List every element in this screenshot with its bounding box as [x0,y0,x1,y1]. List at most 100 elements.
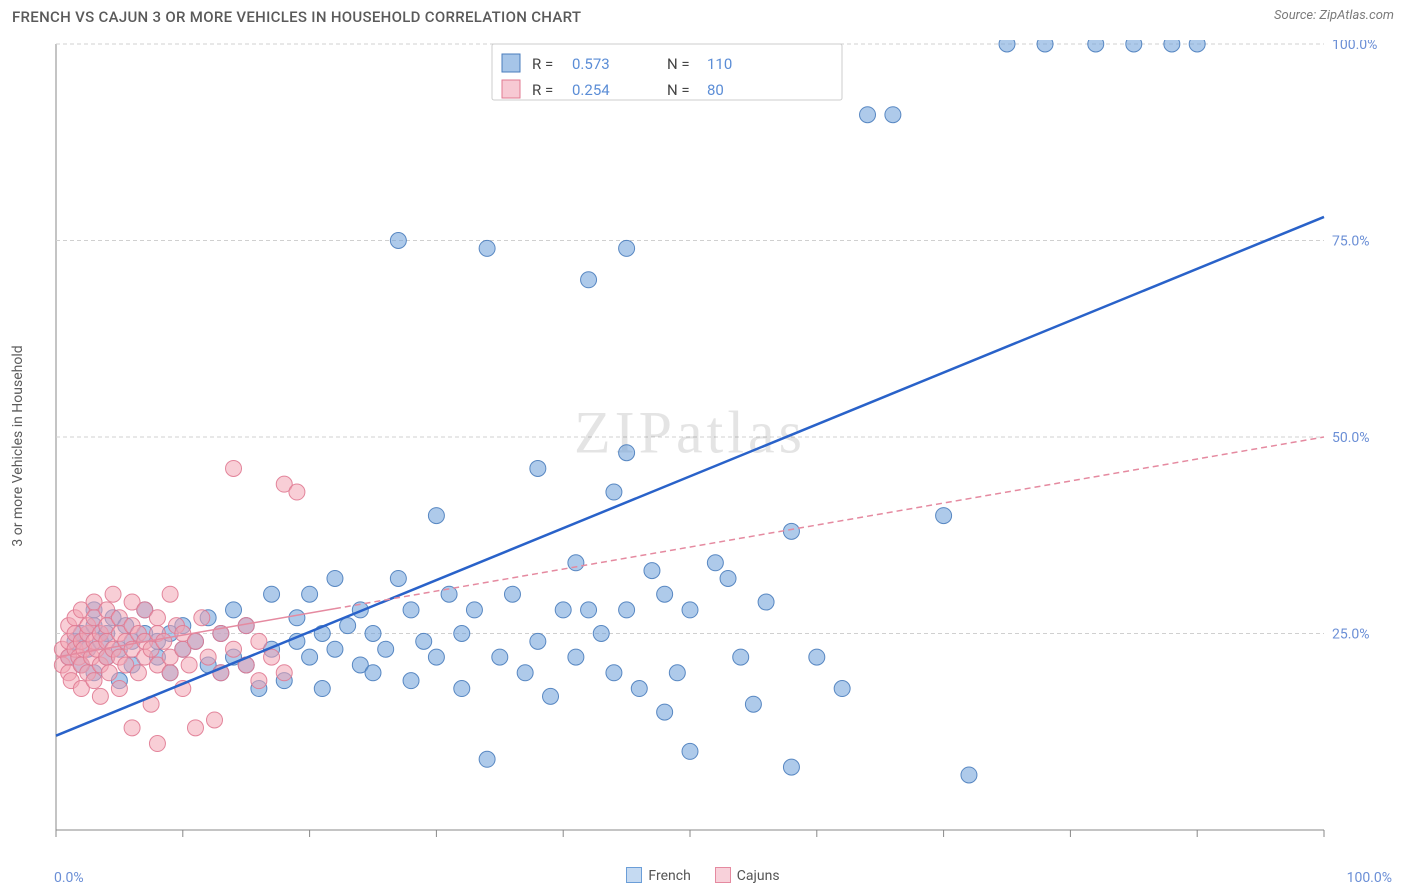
data-point [327,641,343,657]
legend-n-value: 80 [707,81,724,99]
watermark: ZIPatlas [574,400,806,466]
data-point [194,610,210,626]
data-point [390,233,406,249]
data-point [619,240,635,256]
data-point [365,665,381,681]
data-point [593,626,609,642]
data-point [530,633,546,649]
y-tick-label: 100.0% [1332,40,1377,53]
data-point [454,626,470,642]
legend-label: Cajuns [737,868,780,884]
data-point [517,665,533,681]
data-point [378,641,394,657]
legend-swatch [715,867,731,883]
data-point [149,736,165,752]
data-point [149,610,165,626]
data-point [783,759,799,775]
chart-container: 25.0% 50.0% 75.0% 100.0% ZIPatlas R = 0.573 N =… [52,40,1394,852]
data-point [403,602,419,618]
y-tick-label: 75.0% [1332,234,1370,250]
legend-swatch [502,54,520,72]
data-point [327,570,343,586]
data-point [207,712,223,728]
data-point [1189,40,1205,52]
data-point [340,618,356,634]
bottom-legend: French Cajuns [0,867,1406,884]
data-point [733,649,749,665]
data-point [92,688,108,704]
data-point [162,586,178,602]
trend-line-dashed [335,437,1324,609]
data-point [619,602,635,618]
data-point [403,673,419,689]
data-point [302,649,318,665]
legend-swatch [626,867,642,883]
data-point [390,570,406,586]
data-point [720,570,736,586]
data-point [657,704,673,720]
data-point [226,460,242,476]
data-point [1164,40,1180,52]
data-point [105,586,121,602]
data-point [289,484,305,500]
data-point [745,696,761,712]
legend-item: Cajuns [715,867,780,884]
legend-r-label: R = [532,55,553,73]
data-point [834,681,850,697]
data-point [644,563,660,579]
data-point [479,751,495,767]
data-point [669,665,685,681]
data-point [1126,40,1142,52]
data-point [707,555,723,571]
data-point [606,665,622,681]
data-point [264,649,280,665]
legend-n-value: 110 [707,55,732,73]
data-point [416,633,432,649]
y-tick-label: 50.0% [1332,430,1370,446]
legend-r-label: R = [532,81,553,99]
source-attribution: Source: ZipAtlas.com [1274,8,1394,23]
data-point [187,720,203,736]
data-point [555,602,571,618]
data-point [936,508,952,524]
data-point [181,657,197,673]
data-point [289,610,305,626]
data-point [111,681,127,697]
trend-line [56,217,1324,736]
data-point [492,649,508,665]
x-axis-max-label: 100.0% [1347,870,1392,886]
data-point [365,626,381,642]
legend-item: French [626,867,690,884]
data-point [162,665,178,681]
data-point [314,681,330,697]
data-point [543,688,559,704]
data-point [124,720,140,736]
y-axis-label: 3 or more Vehicles in Household [10,345,26,546]
data-point [581,602,597,618]
data-point [101,665,117,681]
scatter-chart: 25.0% 50.0% 75.0% 100.0% ZIPatlas R = 0.573 N =… [52,40,1394,852]
data-point [682,743,698,759]
legend-n-label: N = [667,55,690,73]
data-point [657,586,673,602]
legend-r-value: 0.254 [572,81,610,99]
y-tick-label: 25.0% [1332,627,1370,643]
chart-title: FRENCH VS CAJUN 3 OR MORE VEHICLES IN HO… [12,8,581,26]
data-point [302,586,318,602]
data-point [251,633,267,649]
legend-r-value: 0.573 [572,55,610,73]
legend-label: French [648,868,690,884]
data-point [226,641,242,657]
data-point [758,594,774,610]
data-point [568,649,584,665]
data-point [479,240,495,256]
data-point [961,767,977,783]
data-point [606,484,622,500]
data-point [454,681,470,697]
data-point [276,665,292,681]
data-point [200,649,216,665]
data-point [619,445,635,461]
legend-swatch [502,80,520,98]
data-point [581,272,597,288]
data-point [809,649,825,665]
